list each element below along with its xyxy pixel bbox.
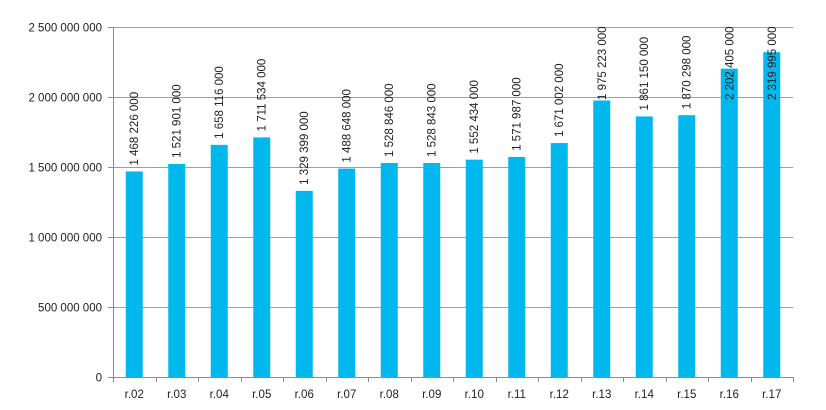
y-tick-label: 2 500 000 000 — [28, 23, 102, 35]
bar — [338, 168, 356, 377]
bar — [168, 163, 186, 377]
data-label: 2 319 995 000 — [767, 26, 779, 100]
x-tick-label: r.03 — [167, 389, 186, 401]
data-label: 1 658 116 000 — [214, 66, 226, 139]
data-label: 1 552 434 000 — [469, 80, 481, 154]
bar — [763, 52, 781, 377]
x-tick-label: r.09 — [422, 389, 441, 401]
bar — [508, 156, 526, 377]
x-tick-label: r.16 — [720, 389, 739, 401]
x-tick-label: r.15 — [677, 389, 696, 401]
y-tick-label: 1 500 000 000 — [28, 163, 102, 175]
data-label: 1 975 223 000 — [597, 26, 609, 100]
bar — [423, 162, 441, 377]
bar — [678, 115, 696, 377]
bar — [465, 159, 483, 377]
data-label: 2 202 405 000 — [724, 26, 736, 100]
y-tick-label: 0 — [96, 373, 102, 385]
x-tick-label: r.02 — [125, 389, 144, 401]
bar — [635, 116, 653, 377]
bar — [380, 162, 398, 377]
x-tick-label: r.12 — [550, 389, 569, 401]
data-labels: 1 468 226 000 1 521 901 000 1 658 116 000 1… — [129, 26, 779, 184]
x-tick-label: r.10 — [465, 389, 484, 401]
bars — [125, 52, 781, 377]
x-tick-label: r.08 — [380, 389, 399, 401]
bar — [593, 100, 611, 377]
bar — [720, 68, 738, 377]
bar — [125, 171, 143, 377]
data-label: 1 671 002 000 — [554, 64, 566, 138]
bar — [550, 143, 568, 377]
bar — [295, 190, 313, 377]
y-tick-label: 2 000 000 000 — [28, 93, 102, 105]
data-label: 1 329 399 000 — [299, 111, 311, 185]
x-tick-label: r.05 — [252, 389, 271, 401]
data-label: 1 711 534 000 — [257, 59, 269, 132]
x-tick-label: r.17 — [762, 389, 781, 401]
x-tick-label: r.06 — [295, 389, 314, 401]
x-axis-tick-labels: r.02 r.03 r.04 r.05 r.06 r.07 r.08 r.09 r.10 r.11… — [125, 389, 782, 401]
data-label: 1 571 987 000 — [512, 77, 524, 151]
y-tick-label: 500 000 000 — [38, 303, 102, 315]
y-axis-tick-labels: 0 500 000 000 1 000 000 000 1 500 000 000 2 … — [28, 23, 102, 385]
y-tick-label: 1 000 000 000 — [28, 233, 102, 245]
data-label: 1 488 648 000 — [342, 89, 354, 163]
x-tick-label: r.14 — [635, 389, 655, 401]
x-tick-label: r.07 — [337, 389, 356, 401]
x-tick-label: r.04 — [210, 389, 230, 401]
axes — [108, 27, 794, 382]
data-label: 1 528 846 000 — [384, 83, 396, 157]
data-label: 1 870 298 000 — [682, 36, 694, 110]
data-label: 1 468 226 000 — [129, 92, 141, 166]
x-tick-label: r.13 — [592, 389, 611, 401]
data-label: 1 861 150 000 — [639, 37, 651, 111]
data-label: 1 528 843 000 — [427, 83, 439, 157]
data-label: 1 521 901 000 — [172, 84, 184, 158]
bar — [253, 137, 271, 377]
bar — [210, 144, 228, 377]
x-tick-label: r.11 — [508, 389, 526, 401]
